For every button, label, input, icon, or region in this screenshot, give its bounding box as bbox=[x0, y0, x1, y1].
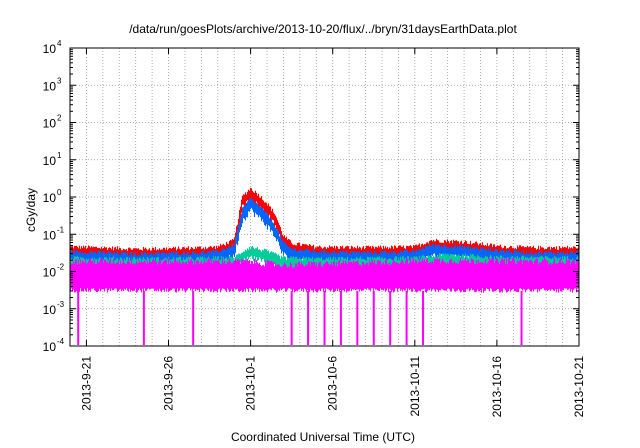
y-tick-exponent: 0 bbox=[57, 188, 62, 197]
y-tick-base: 10 bbox=[43, 340, 57, 354]
y-tick-exponent: -4 bbox=[57, 337, 65, 346]
y-tick-base: 10 bbox=[43, 303, 57, 317]
y-tick-base: 10 bbox=[43, 154, 57, 168]
y-tick-exponent: 2 bbox=[57, 114, 62, 123]
y-tick-exponent: -3 bbox=[57, 300, 65, 309]
tick-marks bbox=[70, 47, 580, 347]
x-tick-label: 2013-9-26 bbox=[162, 356, 176, 411]
x-tick-label: 2013-10-21 bbox=[572, 356, 586, 418]
y-tick-base: 10 bbox=[43, 191, 57, 205]
y-tick-exponent: 1 bbox=[57, 151, 62, 160]
y-tick-base: 10 bbox=[43, 79, 57, 93]
y-tick-base: 10 bbox=[43, 117, 57, 131]
y-tick-exponent: -2 bbox=[57, 263, 65, 272]
y-tick-exponent: 4 bbox=[57, 39, 62, 48]
y-tick-base: 10 bbox=[43, 266, 57, 280]
x-tick-label: 2013-10-1 bbox=[244, 356, 258, 411]
y-tick-label: 10 -1 bbox=[43, 225, 65, 242]
y-tick-label: 10 -4 bbox=[43, 337, 65, 354]
x-tick-label: 2013-10-16 bbox=[490, 356, 504, 418]
x-tick-label: 2013-9-21 bbox=[79, 356, 93, 411]
x-axis-label: Coordinated Universal Time (UTC) bbox=[231, 430, 415, 444]
x-tick-labels: 2013-9-21 2013-9-26 2013-10-1 2013-10-6 2013… bbox=[79, 356, 586, 418]
y-axis-label: cGy/day bbox=[24, 188, 38, 232]
y-tick-label: 10 1 bbox=[43, 151, 62, 168]
x-tick-label: 2013-10-11 bbox=[408, 356, 422, 417]
y-tick-base: 10 bbox=[43, 228, 57, 242]
y-tick-base: 10 bbox=[43, 42, 57, 56]
y-tick-exponent: 3 bbox=[57, 76, 62, 85]
y-tick-exponent: -1 bbox=[57, 225, 65, 234]
y-tick-label: 10 3 bbox=[43, 76, 62, 93]
y-tick-label: 10 0 bbox=[43, 188, 62, 205]
y-tick-label: 10 -3 bbox=[43, 300, 65, 317]
series-layer bbox=[69, 187, 580, 345]
y-tick-label: 10 -2 bbox=[43, 263, 65, 280]
chart-title: /data/run/goesPlots/archive/2013-10-20/f… bbox=[129, 22, 517, 36]
x-tick-label: 2013-10-6 bbox=[326, 356, 340, 411]
y-tick-label: 10 4 bbox=[43, 39, 62, 56]
y-tick-label: 10 2 bbox=[43, 114, 62, 131]
